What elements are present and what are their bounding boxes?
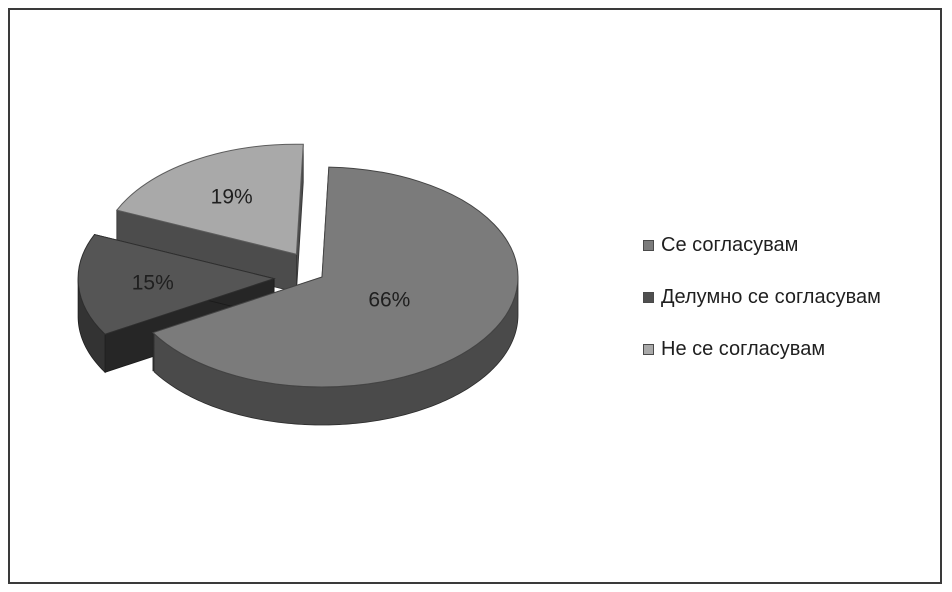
legend-swatch-disagree (643, 343, 654, 355)
legend-label-partly-agree: Делумно се согласувам (661, 285, 881, 308)
data-label-agree: 66% (368, 289, 410, 312)
legend-item-partly-agree: Делумно се согласувам (643, 284, 943, 310)
legend-label-disagree: Не се согласувам (661, 337, 826, 360)
legend-swatch-agree (643, 239, 654, 251)
pie-slice-top-partly-agree (77, 233, 276, 335)
legend-swatch-partly-agree (643, 291, 654, 303)
pie-slice-agree (151, 166, 519, 426)
legend-label-agree: Се согласувам (661, 233, 799, 256)
legend-item-agree: Се согласувам (643, 232, 943, 258)
data-label-partly-agree: 15% (132, 272, 174, 295)
chart-legend: Се согласувам Делумно се согласувам Не с… (643, 232, 943, 388)
pie-slice-partly-agree (77, 233, 276, 374)
data-label-disagree: 19% (211, 185, 253, 208)
pie-slice-disagree (115, 143, 304, 293)
pie-slice-top-agree (151, 166, 519, 388)
pie-slice-top-disagree (115, 143, 304, 255)
legend-item-disagree: Не се согласувам (643, 336, 943, 362)
